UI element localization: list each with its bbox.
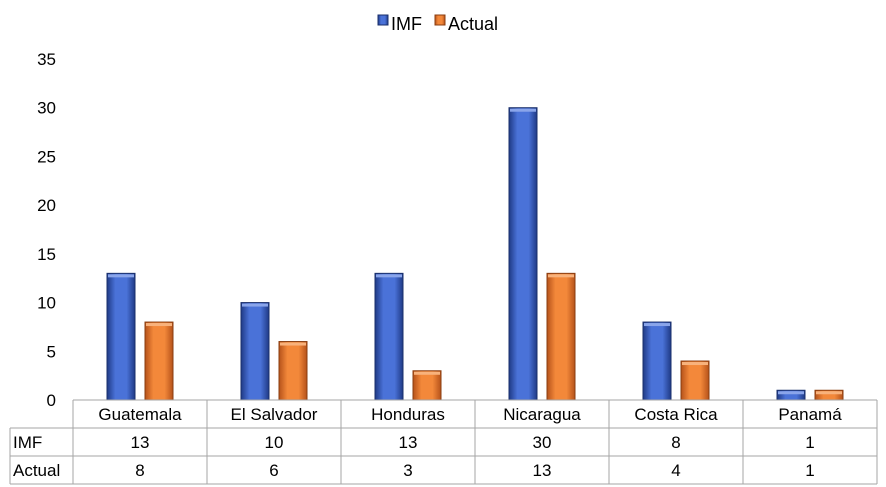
y-tick-label: 30: [37, 99, 56, 118]
plot-area: [106, 107, 844, 401]
table-row-label: Actual: [13, 461, 60, 480]
category-label: Costa Rica: [634, 405, 718, 424]
data-label: 8: [671, 433, 680, 452]
bar-actual-1: [278, 341, 308, 401]
bar-actual-3: [546, 272, 576, 401]
data-label: 10: [265, 433, 284, 452]
legend-item-imf: IMF: [377, 14, 422, 34]
data-label: 30: [533, 433, 552, 452]
legend-label: IMF: [391, 14, 422, 34]
data-label: 4: [671, 461, 680, 480]
bar-imf-3: [508, 107, 538, 401]
category-label: Honduras: [371, 405, 445, 424]
data-label: 13: [131, 433, 150, 452]
data-label: 1: [805, 433, 814, 452]
data-label: 1: [805, 461, 814, 480]
y-axis: 0 5 10 15 20 25 30 35: [37, 50, 56, 410]
data-label: 6: [269, 461, 278, 480]
data-label: 3: [403, 461, 412, 480]
bar-imf-0: [106, 272, 136, 401]
y-tick-label: 5: [47, 342, 56, 361]
category-label: Nicaragua: [503, 405, 581, 424]
data-label: 13: [533, 461, 552, 480]
category-label: Guatemala: [98, 405, 182, 424]
legend-swatch: [377, 14, 389, 26]
y-tick-label: 15: [37, 245, 56, 264]
data-label: 8: [135, 461, 144, 480]
category-label: Panamá: [778, 405, 842, 424]
y-tick-label: 25: [37, 147, 56, 166]
bar-imf-5: [776, 389, 806, 401]
data-table: Guatemala El Salvador Honduras Nicaragua Cos…: [9, 399, 878, 485]
bar-imf-2: [374, 272, 404, 401]
bar-actual-2: [412, 370, 442, 401]
legend-swatch: [434, 14, 446, 26]
y-tick-label: 10: [37, 294, 56, 313]
bar-actual-5: [814, 389, 844, 401]
bar-actual-0: [144, 321, 174, 401]
y-tick-label: 35: [37, 50, 56, 69]
table-row-label: IMF: [13, 433, 42, 452]
bar-imf-4: [642, 321, 672, 401]
y-tick-label: 20: [37, 196, 56, 215]
legend-label: Actual: [448, 14, 498, 34]
legend-item-actual: Actual: [434, 14, 498, 34]
bar-actual-4: [680, 360, 710, 401]
y-tick-label: 0: [47, 391, 56, 410]
category-label: El Salvador: [231, 405, 318, 424]
legend: IMF Actual: [377, 14, 498, 34]
data-label: 13: [399, 433, 418, 452]
bar-imf-1: [240, 302, 270, 401]
